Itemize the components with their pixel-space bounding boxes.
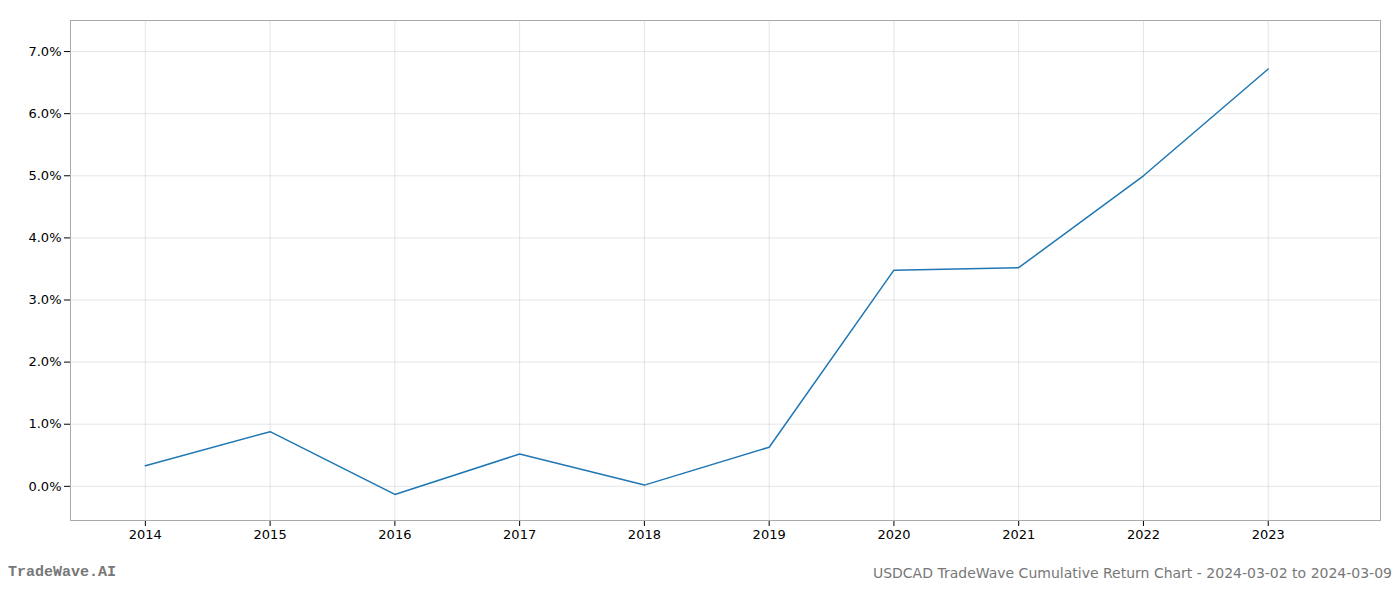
svg-text:5.0%: 5.0% [28, 168, 61, 183]
svg-text:2023: 2023 [1252, 527, 1285, 542]
svg-text:6.0%: 6.0% [28, 106, 61, 121]
html-text:USDCAD TradeWave Cumulative Re: USDCAD TradeWave Cumulative Return Chart… [872, 565, 1392, 581]
svg-text:2015: 2015 [254, 527, 287, 542]
svg-text:7.0%: 7.0% [28, 44, 61, 59]
svg-text:2022: 2022 [1127, 527, 1160, 542]
svg-text:2.0%: 2.0% [28, 354, 61, 369]
svg-text:0.0%: 0.0% [28, 478, 61, 493]
svg-text:2021: 2021 [1002, 527, 1035, 542]
svg-text:4.0%: 4.0% [28, 230, 61, 245]
svg-text:1.0%: 1.0% [28, 416, 61, 431]
svg-text:2020: 2020 [877, 527, 910, 542]
svg-text:3.0%: 3.0% [28, 292, 61, 307]
svg-text:2016: 2016 [378, 527, 411, 542]
svg-text:2018: 2018 [628, 527, 661, 542]
svg-text:2014: 2014 [129, 527, 162, 542]
svg-text:2017: 2017 [503, 527, 536, 542]
svg-text:2019: 2019 [753, 527, 786, 542]
html-text:TradeWave.AI: TradeWave.AI [8, 564, 116, 581]
